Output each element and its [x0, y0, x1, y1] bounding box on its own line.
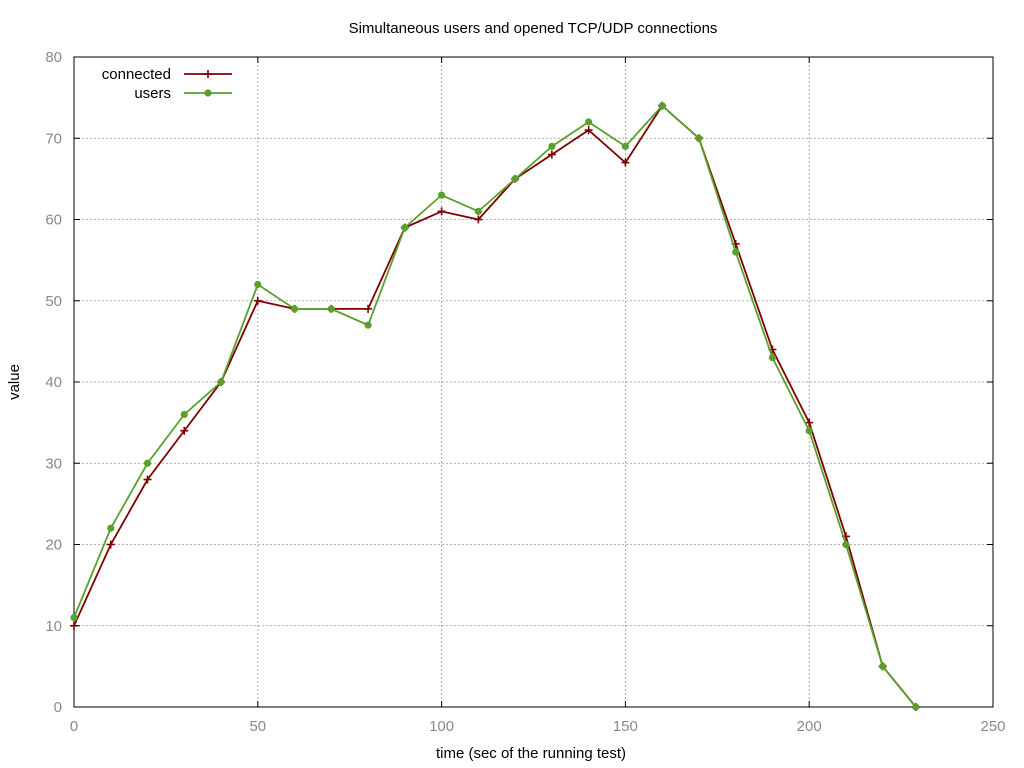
users-point [254, 281, 261, 288]
legend: connected users [102, 66, 232, 102]
x-tick-label: 150 [613, 718, 638, 735]
users-point [548, 143, 555, 150]
x-tick-label: 50 [249, 718, 266, 735]
connected-point [254, 297, 262, 305]
y-tick-label: 10 [45, 618, 62, 635]
legend-item-users: users [134, 85, 232, 102]
y-tick-label: 80 [45, 49, 62, 66]
series-connected [70, 102, 920, 711]
chart-title: Simultaneous users and opened TCP/UDP co… [349, 20, 718, 37]
users-point [144, 460, 151, 467]
users-point [769, 354, 776, 361]
series-users-line [74, 106, 916, 707]
series-users [70, 102, 919, 710]
legend-item-connected: connected [102, 66, 232, 83]
connected-point [107, 541, 115, 549]
users-point [585, 118, 592, 125]
users-point [401, 224, 408, 231]
legend-label: users [134, 85, 171, 102]
y-tick-label: 50 [45, 293, 62, 310]
y-axis-label: value [6, 364, 23, 400]
y-tick-label: 20 [45, 537, 62, 554]
legend-label: connected [102, 66, 171, 83]
users-point [475, 208, 482, 215]
users-point [659, 102, 666, 109]
x-tick-label: 200 [797, 718, 822, 735]
users-point [912, 703, 919, 710]
connected-point [70, 622, 78, 630]
users-point [806, 427, 813, 434]
users-point [70, 614, 77, 621]
users-point [328, 305, 335, 312]
users-point [879, 663, 886, 670]
users-point [622, 143, 629, 150]
users-point [217, 378, 224, 385]
y-tick-label: 30 [45, 455, 62, 472]
connected-point [364, 305, 372, 313]
x-tick-label: 250 [980, 718, 1005, 735]
x-tick-label: 0 [70, 718, 78, 735]
y-tick-label: 70 [45, 130, 62, 147]
users-point [695, 135, 702, 142]
series-layer [70, 102, 920, 711]
users-point [181, 411, 188, 418]
users-point [842, 541, 849, 548]
users-point [291, 305, 298, 312]
x-tick-label: 100 [429, 718, 454, 735]
users-point [364, 322, 371, 329]
connected-point [438, 207, 446, 215]
users-point [512, 175, 519, 182]
x-axis-label: time (sec of the running test) [436, 745, 626, 762]
grid-lines [74, 57, 993, 707]
legend-connected-point [204, 70, 212, 78]
users-point [732, 248, 739, 255]
users-point [438, 192, 445, 199]
y-tick-label: 0 [54, 699, 62, 716]
users-point [107, 525, 114, 532]
axis-ticks: 0 10 20 30 40 50 60 70 80 0 50 100 150 200 250 [45, 49, 1005, 735]
legend-users-point [204, 89, 211, 96]
y-tick-label: 40 [45, 374, 62, 391]
y-tick-label: 60 [45, 212, 62, 229]
